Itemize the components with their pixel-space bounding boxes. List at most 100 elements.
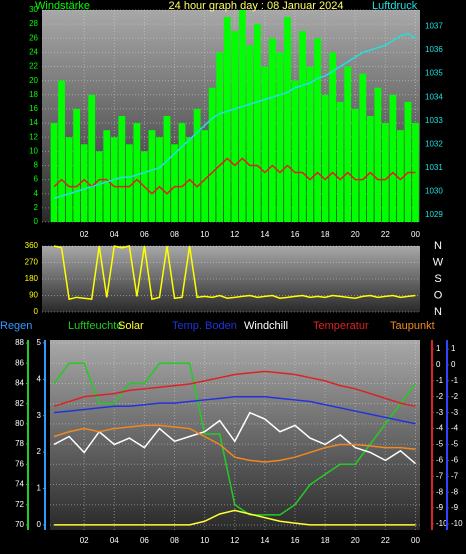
x-tick-label: 00 bbox=[411, 536, 420, 545]
y-tick-label: 4 bbox=[34, 189, 39, 198]
x-tick-label: 12 bbox=[230, 230, 239, 239]
x-tick-label: 20 bbox=[351, 230, 360, 239]
x-tick-label: 22 bbox=[381, 230, 390, 239]
x-tick-label: 06 bbox=[140, 536, 149, 545]
y-tick-label: 26 bbox=[29, 33, 38, 42]
y2-tick-label: O bbox=[434, 289, 443, 301]
y2-tick-label: 0 bbox=[436, 360, 441, 369]
y2-tick-label: -9 bbox=[436, 503, 444, 512]
bar bbox=[389, 94, 397, 222]
series-line bbox=[53, 424, 416, 463]
x-tick-label: 00 bbox=[411, 230, 420, 239]
y2-tick-label: 1034 bbox=[425, 92, 443, 101]
legend-label: Temperatur bbox=[313, 320, 369, 332]
bar bbox=[397, 130, 404, 222]
y2-tick-label: 1030 bbox=[425, 186, 443, 195]
bar bbox=[50, 123, 58, 222]
y-tick-label: 360 bbox=[25, 241, 39, 250]
x-tick-label: 22 bbox=[381, 536, 390, 545]
bar bbox=[261, 66, 269, 223]
series-line bbox=[53, 32, 416, 200]
y-tick-label: 28 bbox=[29, 19, 38, 28]
bar bbox=[95, 151, 103, 222]
y3-tick-label: 5 bbox=[37, 338, 42, 347]
x-tick-label: 16 bbox=[291, 230, 300, 239]
y-tick-label: 2 bbox=[34, 203, 39, 212]
x-tick-label: 20 bbox=[351, 536, 360, 545]
bar bbox=[269, 38, 276, 223]
y2-tick-label: -2 bbox=[436, 392, 444, 401]
bar bbox=[80, 144, 88, 222]
legend-label: Solar bbox=[118, 320, 144, 332]
y-tick-label: 16 bbox=[29, 104, 38, 113]
series-line bbox=[53, 362, 417, 516]
bar bbox=[238, 10, 246, 222]
y-tick-label: 180 bbox=[25, 274, 39, 283]
y3-tick-label: 2 bbox=[37, 447, 42, 456]
y2-tick-label: 1032 bbox=[425, 139, 443, 148]
y4-tick-label: -10 bbox=[451, 519, 463, 528]
bar bbox=[359, 73, 367, 222]
y2-tick-label: 1036 bbox=[425, 45, 443, 54]
bar bbox=[404, 101, 412, 222]
y2-tick-label: -5 bbox=[436, 440, 444, 449]
y-tick-label: 24 bbox=[29, 48, 38, 57]
y-tick-label: 30 bbox=[29, 5, 38, 14]
y-tick-label: 90 bbox=[29, 291, 38, 300]
y4-tick-label: -4 bbox=[451, 424, 459, 433]
bar bbox=[58, 80, 65, 223]
y4-tick-label: -5 bbox=[451, 440, 459, 449]
x-tick-label: 02 bbox=[80, 230, 89, 239]
bar bbox=[321, 94, 329, 222]
bar bbox=[223, 17, 231, 222]
y-tick-label: 70 bbox=[15, 520, 24, 529]
bar bbox=[133, 123, 141, 222]
bar bbox=[344, 66, 352, 223]
bar bbox=[65, 137, 73, 222]
y-tick-label: 82 bbox=[15, 399, 24, 408]
y4-tick-label: 1 bbox=[451, 344, 456, 353]
y-tick-label: 10 bbox=[29, 146, 38, 155]
bar bbox=[351, 108, 359, 222]
bar bbox=[118, 116, 126, 222]
bar bbox=[291, 80, 299, 223]
y-tick-label: 270 bbox=[25, 258, 39, 267]
legend-label: Temp. Boden bbox=[172, 320, 237, 332]
legend-label: Taupunkt bbox=[390, 320, 435, 332]
y2-tick-label: 1033 bbox=[425, 116, 443, 125]
y2-axis-label: Luftdruck bbox=[372, 0, 418, 12]
y2-tick-label: N bbox=[434, 240, 442, 252]
y4-tick-label: -3 bbox=[451, 408, 459, 417]
bar bbox=[336, 101, 344, 222]
y2-tick-label: N bbox=[434, 306, 442, 318]
y-tick-label: 6 bbox=[34, 175, 39, 184]
x-tick-label: 02 bbox=[80, 536, 89, 545]
y4-tick-label: -1 bbox=[451, 376, 459, 385]
y3-tick-label: 4 bbox=[37, 374, 42, 383]
x-tick-label: 14 bbox=[260, 536, 269, 545]
y-tick-label: 20 bbox=[29, 76, 38, 85]
x-tick-label: 04 bbox=[110, 230, 119, 239]
x-tick-label: 18 bbox=[321, 230, 330, 239]
bar bbox=[253, 24, 261, 223]
series-line bbox=[53, 245, 416, 301]
y2-tick-label: -10 bbox=[436, 519, 448, 528]
y4-tick-label: -2 bbox=[451, 392, 459, 401]
y2-tick-label: -8 bbox=[436, 487, 444, 496]
y3-tick-label: 1 bbox=[37, 484, 42, 493]
x-tick-label: 12 bbox=[230, 536, 239, 545]
bar bbox=[156, 137, 163, 222]
y4-tick-label: -8 bbox=[451, 487, 459, 496]
bar bbox=[381, 123, 389, 222]
bar bbox=[88, 94, 96, 222]
y-tick-label: 22 bbox=[29, 62, 38, 71]
bar bbox=[208, 87, 216, 222]
bar bbox=[284, 17, 291, 222]
y3-axis-label: Regen bbox=[0, 320, 32, 332]
bar bbox=[216, 52, 224, 223]
y2-tick-label: 1029 bbox=[425, 210, 443, 219]
bar bbox=[374, 87, 382, 222]
x-tick-label: 06 bbox=[140, 230, 149, 239]
y-tick-label: 86 bbox=[15, 358, 24, 367]
